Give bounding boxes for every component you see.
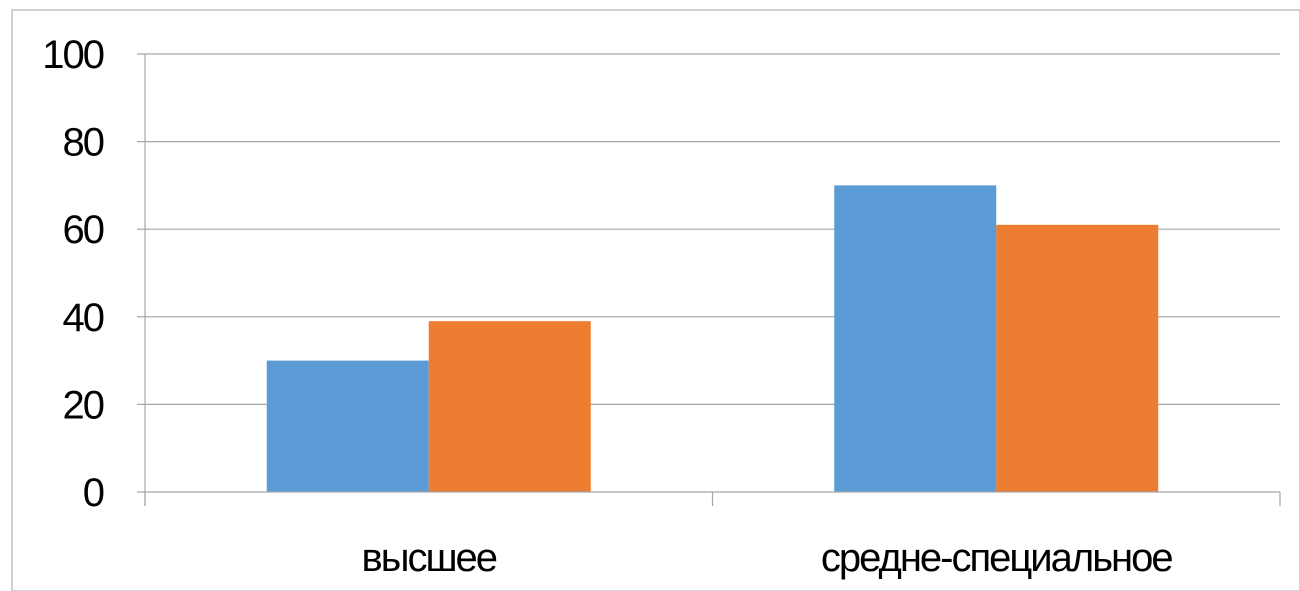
axes — [144, 54, 1281, 506]
y-tick-label: 20 — [63, 383, 104, 427]
bar-series-1-category-2 — [834, 185, 997, 492]
y-tick-label: 80 — [63, 121, 104, 165]
y-tick-label: 40 — [63, 296, 104, 340]
bar-series-2-category-1 — [428, 321, 591, 492]
bar-series-2-category-2 — [996, 224, 1159, 492]
x-category-label: средне-специальное — [821, 536, 1173, 580]
y-axis-tick-labels: 0 20 40 60 80 100 — [42, 33, 106, 515]
y-tick-label: 0 — [83, 471, 104, 515]
bar-series-1-category-1 — [266, 360, 429, 492]
x-category-label: высшее — [361, 536, 496, 580]
bars — [266, 185, 1159, 492]
y-tick-label: 100 — [42, 33, 103, 77]
y-tick-label: 60 — [63, 208, 104, 252]
x-axis-category-labels: высшее средне-специальное — [361, 536, 1174, 580]
